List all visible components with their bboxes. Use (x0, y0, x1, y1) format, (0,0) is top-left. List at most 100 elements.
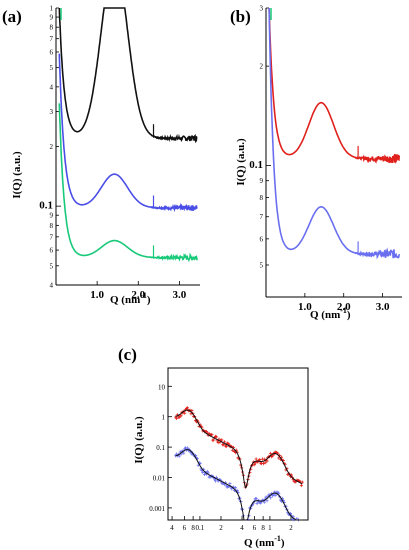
panel-a-y-tick-label: 8 (50, 222, 54, 230)
panel-c-point-1 (200, 469, 204, 473)
panel-b-y-tick-label: 8 (260, 194, 264, 202)
panel-a-ylabel: I(Q) (a.u.) (11, 151, 23, 199)
panel-c-point-1 (259, 501, 263, 505)
panel-c-point-1 (228, 481, 232, 486)
panel-c-x-tick-label: 8 (261, 524, 265, 532)
panel-b-series-0 (268, 7, 401, 165)
panel-b-y-tick-label: 7 (260, 213, 264, 221)
panel-a-series-0 (58, 7, 198, 144)
panel-b-y-tick-label: 5 (260, 261, 264, 269)
panel-a-y-tick-label: 4 (50, 83, 54, 91)
panel-c-xlabel: Q (nm-1) (244, 534, 285, 549)
panel-c-point-1 (201, 470, 205, 475)
panel-b-label: (b) (230, 7, 251, 26)
panel-b-series-1 (268, 7, 401, 260)
panel-c-point-0 (212, 438, 216, 442)
panel-c-x-tick-label: 2 (289, 524, 293, 532)
panel-c-x-tick-label: 6 (183, 524, 187, 532)
panel-c-x-tick-label: 1 (268, 524, 272, 532)
panel-b-axes: 1.0 2.0 3.0 3 2 0.1 9 8 7 6 5 (249, 5, 402, 313)
panel-c-point-1 (273, 493, 277, 497)
panel-c-y-tick-label: 1 (162, 414, 166, 422)
panel-b-xlabel: Q (nm-1) (310, 306, 351, 321)
panel-a-label: (a) (2, 7, 22, 26)
panel-c-point-1 (269, 496, 273, 500)
panel-b-x-tick-label: 2.0 (337, 301, 351, 313)
panel-c-point-0 (258, 457, 262, 462)
panel-a-y-tick-label: 1 (50, 5, 54, 13)
panel-a-y-tick-label: 9 (50, 14, 54, 22)
panel-a-y-tick-label: 5 (50, 262, 54, 270)
panel-b-y-tick-label: 3 (260, 5, 264, 13)
panel-c-point-1 (255, 501, 259, 506)
panel-c-point-0 (179, 414, 183, 418)
panel-c-x-tick-label: 0.1 (196, 524, 205, 532)
panel-a-x-tick-label: 3.0 (173, 289, 187, 301)
panel-c-y-tick-label: 0.01 (153, 475, 166, 483)
panel-c-point-1 (265, 499, 269, 503)
panel-a-y-tick-label: 6 (50, 247, 54, 255)
panel-a-y-tick-label: 7 (50, 233, 54, 241)
panel-a-y-tick-label: 8 (50, 24, 54, 32)
panel-c-x-tick-label: 4 (240, 524, 244, 532)
panel-a-y-tick-label: 3 (50, 108, 54, 116)
panel-c-point-1 (177, 454, 181, 458)
panel-b-y-tick-label: 6 (260, 235, 264, 243)
panel-c-point-0 (185, 406, 189, 410)
panel-c-point-0 (216, 441, 220, 445)
panel-c-point-0 (269, 451, 273, 455)
panel-c-point-1 (233, 486, 237, 490)
panel-c-point-0 (261, 462, 265, 466)
panel-a-x-tick-label: 2.0 (131, 289, 145, 301)
panel-b-x-tick-label: 3.0 (376, 301, 390, 313)
panel-c-point-0 (252, 463, 256, 467)
panel-a-xlabel: Q (nm-1) (110, 291, 151, 306)
panel-c-point-0 (220, 438, 224, 442)
panel-a-y-tick-label: 6 (50, 48, 54, 56)
panel-c-ylabel: I(Q) (a.u.) (133, 416, 145, 464)
panel-c-x-tick-label: 8 (191, 524, 195, 532)
panel-a-x-tick-label: 1.0 (90, 289, 104, 301)
panel-c-point-0 (300, 480, 304, 484)
panel-c-x-tick-label: 2 (219, 524, 223, 532)
panel-c-y-tick-label: 0.1 (156, 444, 165, 452)
panel-c-frame (167, 367, 309, 521)
panel-b: (b) 1.0 2.0 3.0 3 2 0.1 9 8 7 6 5 I(Q) (a.u.) Q (n… (230, 5, 402, 321)
panel-c-fit-0 (175, 409, 303, 489)
panel-a-y-tick-label: 4 (50, 282, 54, 290)
panel-a-y-tick-label: 0.1 (39, 200, 53, 212)
panel-c-point-0 (277, 456, 281, 460)
panel-c-point-1 (277, 491, 281, 495)
panel-c-point-1 (213, 479, 218, 483)
panel-a-y-tick-label: 7 (50, 35, 54, 43)
panel-c-fit-1 (175, 449, 303, 521)
panel-a-series-2 (58, 103, 198, 263)
panel-c-point-1 (254, 496, 258, 501)
panel-c-label: (c) (118, 345, 137, 364)
panel-c-point-0 (174, 416, 179, 420)
panel-c-point-0 (214, 435, 218, 439)
panel-c-point-0 (190, 409, 194, 413)
panel-c-point-0 (210, 432, 214, 437)
panel-c-point-0 (265, 459, 269, 463)
panel-c-point-0 (183, 411, 187, 415)
panel-c-point-0 (263, 461, 267, 465)
panel-c-point-0 (270, 454, 275, 458)
panel-c-point-1 (185, 446, 189, 450)
panel-c-point-0 (299, 483, 303, 488)
panel-c-y-tick-label: 10 (158, 383, 166, 391)
panel-c-point-1 (182, 451, 186, 455)
panel-c-point-0 (224, 444, 228, 449)
panel-b-y-tick-label: 9 (260, 177, 264, 185)
panel-a-y-tick-label: 2 (50, 143, 54, 151)
panel-c-y-tick-label: 0.001 (149, 505, 165, 513)
panel-a-series-1 (58, 53, 198, 213)
panel-b-ylabel: I(Q) (a.u.) (235, 138, 247, 186)
panel-a-y-tick-label: 9 (50, 212, 54, 220)
panel-c-point-0 (231, 448, 235, 452)
panel-b-x-tick-label: 1.0 (298, 301, 312, 313)
